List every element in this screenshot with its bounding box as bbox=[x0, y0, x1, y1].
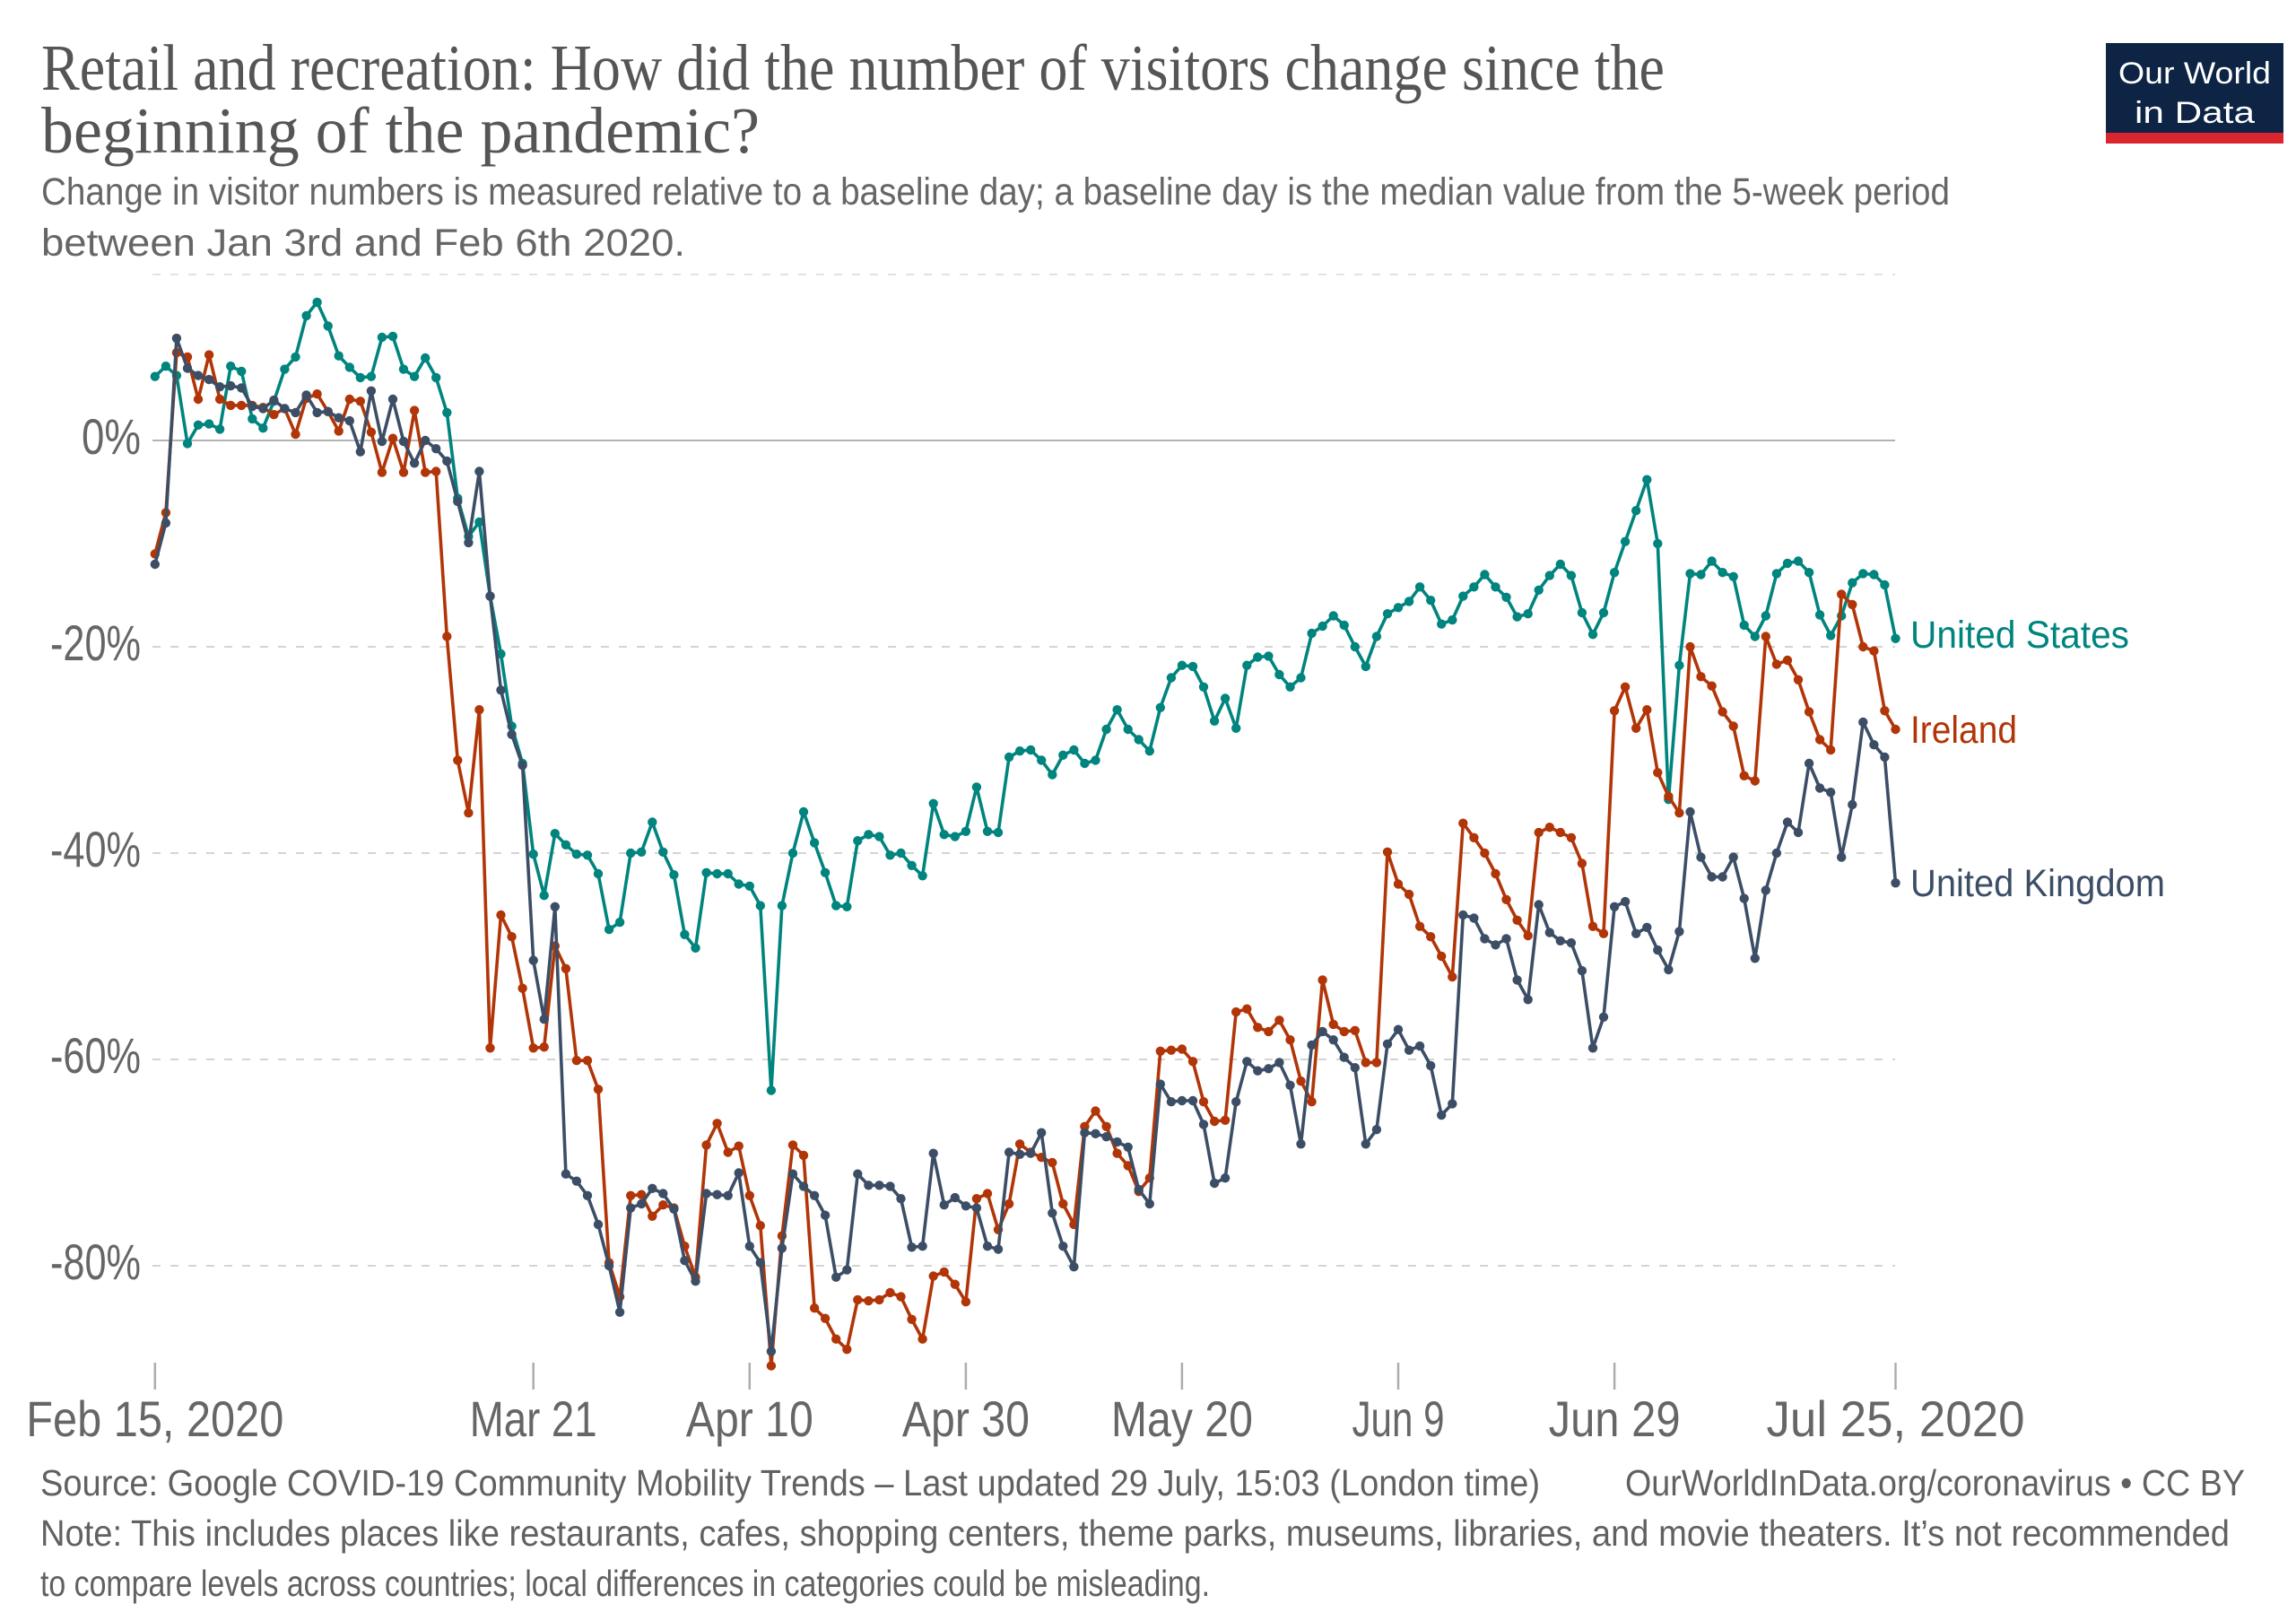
svg-text:Change in visitor numbers is m: Change in visitor numbers is measured re… bbox=[41, 170, 1950, 214]
svg-text:Ireland: Ireland bbox=[1910, 709, 2017, 752]
svg-text:Jun 29: Jun 29 bbox=[1549, 1390, 1681, 1447]
svg-text:Source: Google COVID-19 Commun: Source: Google COVID-19 Community Mobili… bbox=[40, 1462, 1540, 1503]
svg-text:0%: 0% bbox=[82, 408, 141, 465]
svg-text:Retail and recreation: How did: Retail and recreation: How did the numbe… bbox=[41, 31, 1665, 104]
svg-text:-60%: -60% bbox=[50, 1027, 141, 1084]
svg-text:Note: This includes places lik: Note: This includes places like restaura… bbox=[40, 1512, 2230, 1554]
svg-text:-80%: -80% bbox=[50, 1233, 141, 1290]
svg-text:Our World: Our World bbox=[2118, 57, 2271, 91]
svg-text:May 20: May 20 bbox=[1111, 1390, 1253, 1447]
svg-text:in Data: in Data bbox=[2135, 96, 2255, 130]
svg-text:OurWorldInData.org/coronavirus: OurWorldInData.org/coronavirus • CC BY bbox=[1625, 1462, 2245, 1503]
svg-text:Jul 25, 2020: Jul 25, 2020 bbox=[1767, 1390, 2025, 1447]
svg-text:-20%: -20% bbox=[50, 614, 141, 671]
svg-text:Apr 10: Apr 10 bbox=[686, 1390, 813, 1447]
svg-text:Feb 15, 2020: Feb 15, 2020 bbox=[26, 1390, 283, 1447]
svg-text:beginning of the pandemic?: beginning of the pandemic? bbox=[41, 94, 760, 167]
svg-text:United Kingdom: United Kingdom bbox=[1910, 862, 2165, 905]
svg-text:Apr 30: Apr 30 bbox=[902, 1390, 1030, 1447]
svg-text:to compare levels across count: to compare levels across countries; loca… bbox=[40, 1563, 1210, 1604]
svg-text:-40%: -40% bbox=[50, 821, 141, 877]
svg-text:between Jan 3rd and Feb 6th 20: between Jan 3rd and Feb 6th 2020. bbox=[41, 222, 685, 265]
svg-text:Mar 21: Mar 21 bbox=[470, 1390, 597, 1447]
svg-text:Jun 9: Jun 9 bbox=[1352, 1390, 1445, 1447]
svg-text:United States: United States bbox=[1910, 614, 2129, 657]
